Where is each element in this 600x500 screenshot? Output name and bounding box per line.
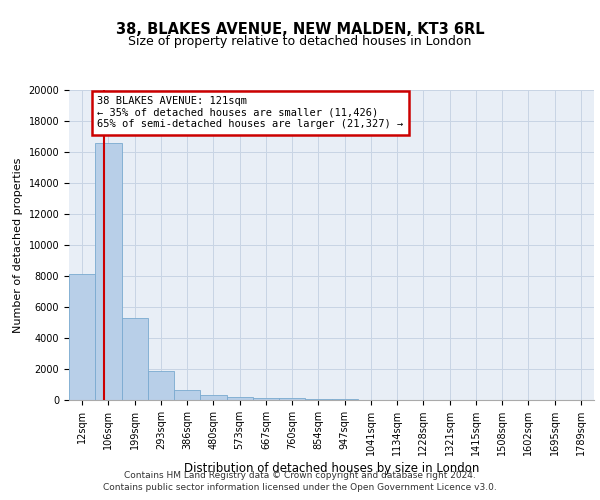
- Bar: [148, 372, 174, 400]
- Text: Contains HM Land Registry data © Crown copyright and database right 2024.: Contains HM Land Registry data © Crown c…: [124, 472, 476, 480]
- Bar: [305, 399, 331, 400]
- Bar: [200, 394, 227, 400]
- X-axis label: Distribution of detached houses by size in London: Distribution of detached houses by size …: [184, 462, 479, 475]
- Y-axis label: Number of detached properties: Number of detached properties: [13, 158, 23, 332]
- Text: Size of property relative to detached houses in London: Size of property relative to detached ho…: [128, 35, 472, 48]
- Text: Contains public sector information licensed under the Open Government Licence v3: Contains public sector information licen…: [103, 484, 497, 492]
- Bar: [121, 318, 148, 400]
- Bar: [331, 399, 358, 400]
- Text: 38 BLAKES AVENUE: 121sqm
← 35% of detached houses are smaller (11,426)
65% of se: 38 BLAKES AVENUE: 121sqm ← 35% of detach…: [97, 96, 404, 130]
- Bar: [69, 274, 95, 400]
- Text: 38, BLAKES AVENUE, NEW MALDEN, KT3 6RL: 38, BLAKES AVENUE, NEW MALDEN, KT3 6RL: [116, 22, 484, 38]
- Bar: [174, 390, 200, 400]
- Bar: [279, 398, 305, 400]
- Bar: [227, 397, 253, 400]
- Bar: [95, 142, 121, 400]
- Bar: [253, 398, 279, 400]
